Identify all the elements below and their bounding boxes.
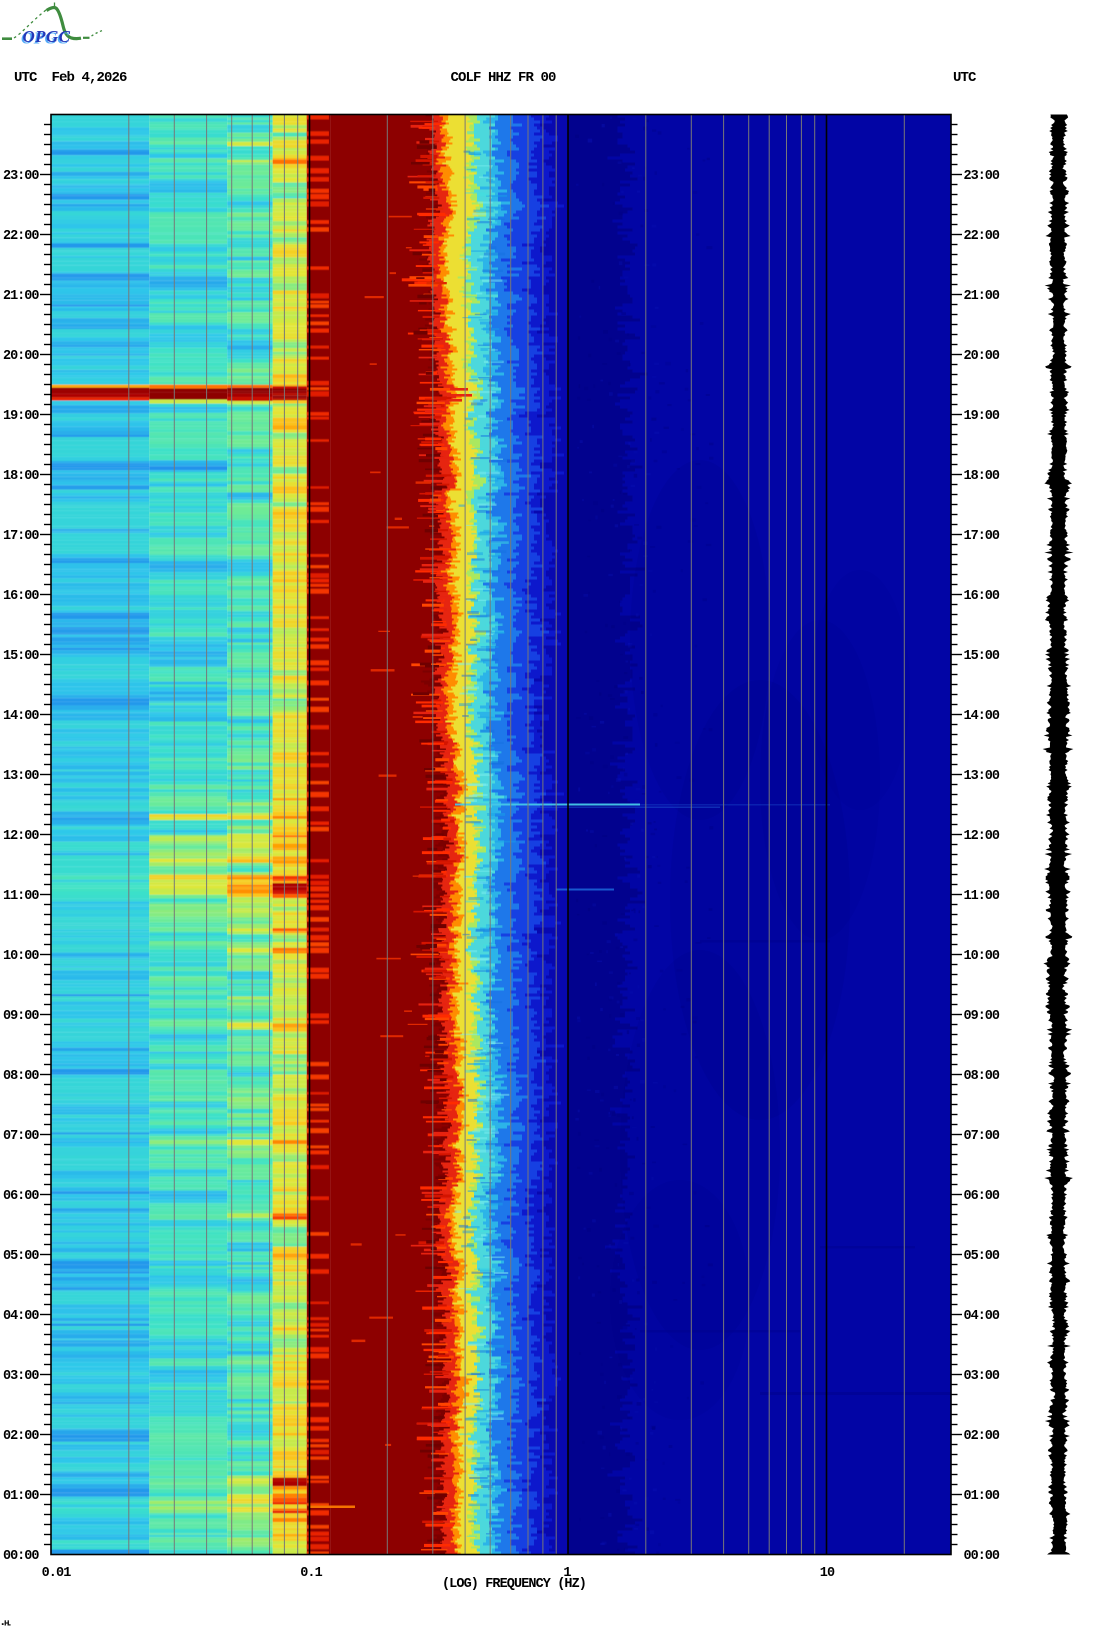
svg-text:22:00: 22:00 — [3, 229, 39, 244]
svg-text:09:00: 09:00 — [3, 1009, 39, 1024]
svg-text:21:00: 21:00 — [964, 289, 1000, 304]
svg-text:11:00: 11:00 — [3, 889, 39, 904]
svg-text:10:00: 10:00 — [964, 949, 1000, 964]
svg-text:03:00: 03:00 — [3, 1369, 39, 1384]
svg-text:05:00: 05:00 — [964, 1249, 1000, 1264]
svg-text:01:00: 01:00 — [3, 1489, 39, 1504]
svg-text:15:00: 15:00 — [3, 649, 39, 664]
svg-text:19:00: 19:00 — [3, 409, 39, 424]
svg-text:13:00: 13:00 — [3, 769, 39, 784]
svg-text:18:00: 18:00 — [3, 469, 39, 484]
svg-text:12:00: 12:00 — [964, 829, 1000, 844]
svg-text:05:00: 05:00 — [3, 1249, 39, 1264]
svg-text:08:00: 08:00 — [964, 1069, 1000, 1084]
svg-text:14:00: 14:00 — [964, 709, 1000, 724]
svg-text:11:00: 11:00 — [964, 889, 1000, 904]
svg-text:18:00: 18:00 — [964, 469, 1000, 484]
svg-text:10:00: 10:00 — [3, 949, 39, 964]
svg-text:13:00: 13:00 — [964, 769, 1000, 784]
svg-text:23:00: 23:00 — [3, 169, 39, 184]
svg-text:20:00: 20:00 — [964, 349, 1000, 364]
svg-text:01:00: 01:00 — [964, 1489, 1000, 1504]
svg-text:02:00: 02:00 — [964, 1429, 1000, 1444]
svg-text:22:00: 22:00 — [964, 229, 1000, 244]
svg-text:23:00: 23:00 — [964, 169, 1000, 184]
svg-text:UTC: UTC — [953, 70, 977, 86]
svg-text:0.1: 0.1 — [300, 1566, 322, 1581]
svg-text:UTC Feb 4,2026: UTC Feb 4,2026 — [14, 70, 127, 86]
svg-text:17:00: 17:00 — [3, 529, 39, 544]
svg-text:21:00: 21:00 — [3, 289, 39, 304]
svg-text:0.01: 0.01 — [42, 1566, 72, 1581]
svg-text:00:00: 00:00 — [964, 1549, 1000, 1564]
svg-text:12:00: 12:00 — [3, 829, 39, 844]
svg-text:06:00: 06:00 — [964, 1189, 1000, 1204]
svg-text:16:00: 16:00 — [964, 589, 1000, 604]
svg-text:(LOG) FREQUENCY (HZ): (LOG) FREQUENCY (HZ) — [442, 1577, 586, 1592]
svg-text:06:00: 06:00 — [3, 1189, 39, 1204]
svg-text:20:00: 20:00 — [3, 349, 39, 364]
svg-text:08:00: 08:00 — [3, 1069, 39, 1084]
svg-text:15:00: 15:00 — [964, 649, 1000, 664]
svg-text:17:00: 17:00 — [964, 529, 1000, 544]
svg-text:07:00: 07:00 — [964, 1129, 1000, 1144]
svg-text:OPGC: OPGC — [23, 27, 71, 46]
svg-text:04:00: 04:00 — [964, 1309, 1000, 1324]
svg-text:00:00: 00:00 — [3, 1549, 39, 1564]
svg-text:03:00: 03:00 — [964, 1369, 1000, 1384]
svg-text:10: 10 — [820, 1566, 835, 1581]
svg-text:14:00: 14:00 — [3, 709, 39, 724]
svg-text:09:00: 09:00 — [964, 1009, 1000, 1024]
svg-text:02:00: 02:00 — [3, 1429, 39, 1444]
svg-text:04:00: 04:00 — [3, 1309, 39, 1324]
svg-text:COLF HHZ FR 00: COLF HHZ FR 00 — [450, 70, 556, 86]
svg-text:07:00: 07:00 — [3, 1129, 39, 1144]
svg-text:19:00: 19:00 — [964, 409, 1000, 424]
svg-text:16:00: 16:00 — [3, 589, 39, 604]
